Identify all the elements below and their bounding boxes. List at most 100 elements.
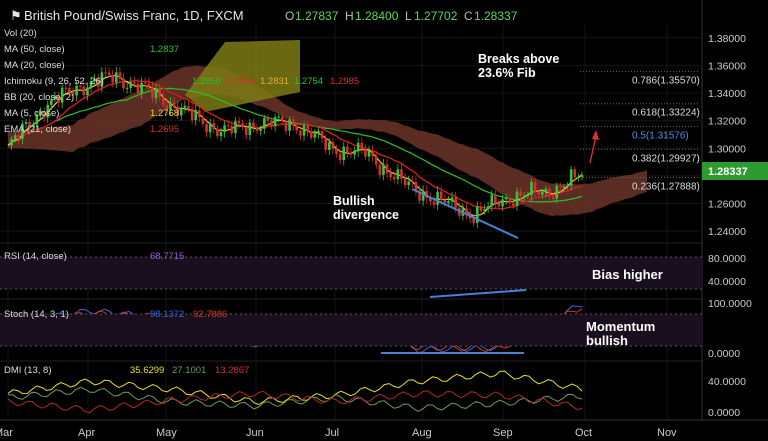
legend-ma5-value: 1.2768	[150, 108, 179, 119]
candle-body	[331, 142, 335, 150]
ichimoku-value-5: 1.2985	[330, 76, 359, 87]
candle-body	[96, 78, 100, 87]
breakout-arrow	[589, 135, 597, 164]
dmi-title[interactable]: DMI (13, 8)	[4, 365, 52, 376]
candle-body	[183, 105, 187, 108]
stoch-tick-0: 0.0000	[708, 348, 740, 360]
candle-body	[179, 107, 183, 116]
candle-body	[436, 191, 439, 205]
candle-body	[577, 176, 580, 178]
candle-body	[226, 125, 230, 127]
candle-body	[309, 131, 313, 138]
legend-vol[interactable]: Vol (20)	[4, 28, 37, 39]
candle-body	[281, 116, 284, 121]
candle-body	[432, 201, 436, 205]
legend-ema[interactable]: EMA (21, close)	[4, 124, 71, 135]
candle-body	[71, 92, 75, 96]
candle-body	[425, 190, 429, 198]
candle-body	[263, 117, 266, 129]
candle-body	[205, 124, 208, 133]
legend-ma5[interactable]: MA (5, close)	[4, 108, 59, 119]
candle-body	[190, 108, 194, 121]
candle-body	[367, 150, 371, 157]
rsi-title[interactable]: RSI (14, close)	[4, 251, 67, 262]
candle-body	[483, 209, 486, 211]
candle-body	[86, 87, 89, 96]
candle-body	[21, 123, 24, 139]
candle-body	[82, 86, 86, 96]
ohlc-high: 1.28400	[355, 9, 399, 23]
price-tick-label: 1.38000	[708, 33, 746, 45]
ichimoku-value-3: 1.2831	[260, 76, 289, 87]
candle-body	[208, 123, 212, 133]
dmi-tick-0: 0.0000	[708, 407, 740, 419]
candle-body	[530, 182, 533, 196]
ohlc-open-label: O	[285, 9, 294, 23]
candle-body	[501, 199, 504, 207]
ichimoku-cloud	[8, 40, 647, 216]
candle-body	[302, 125, 306, 136]
rsi-tick-40: 40.0000	[708, 276, 746, 288]
candle-body	[320, 130, 324, 139]
candle-body	[385, 164, 389, 174]
price-tick-label: 1.30000	[708, 143, 746, 155]
candle-body	[53, 95, 57, 100]
arrow-head-icon	[592, 130, 599, 140]
candle-body	[429, 197, 432, 202]
candle-body	[559, 185, 562, 187]
candle-body	[78, 85, 82, 87]
symbol-title[interactable]: British Pound/Swiss Franc, 1D, FXCM	[24, 8, 244, 23]
rsi-tick-80: 80.0000	[708, 253, 746, 265]
candle-body	[346, 146, 349, 153]
ohlc-open: 1.27837	[295, 9, 339, 23]
candle-body	[234, 121, 237, 134]
cloud-area	[8, 65, 647, 216]
minus-di-line	[7, 390, 583, 414]
fib-break-annotation-2: 23.6% Fib	[478, 66, 536, 80]
month-tick-label: May	[156, 427, 177, 439]
candle-body	[544, 188, 548, 192]
candle-body	[349, 152, 353, 155]
legend-ma50[interactable]: MA (50, close)	[4, 44, 65, 55]
candle-body	[573, 169, 577, 178]
candle-body	[317, 130, 320, 134]
candle-body	[31, 124, 35, 127]
legend-ma20[interactable]: MA (20, close)	[4, 60, 65, 71]
candle-body	[378, 164, 382, 175]
candle-body	[374, 156, 378, 165]
candle-body	[212, 123, 216, 130]
candle-body	[64, 87, 68, 89]
last-price-label: 1.28337	[708, 166, 748, 178]
candle-body	[519, 191, 522, 196]
candle-body	[57, 95, 60, 103]
legend-bb[interactable]: BB (20, close, 2)	[4, 92, 74, 103]
divergence-trendline	[411, 188, 519, 239]
candle-body	[10, 139, 13, 146]
candle-body	[270, 120, 273, 127]
ichimoku-value-1: 1.2850	[192, 76, 221, 87]
month-tick-label: Jul	[325, 427, 339, 439]
month-tick-label: Jun	[246, 427, 264, 439]
candle-body	[28, 122, 31, 127]
stoch-title[interactable]: Stoch (14, 3, 1)	[4, 309, 69, 320]
candle-body	[360, 142, 364, 150]
candle-body	[313, 133, 317, 138]
candle-body	[551, 196, 555, 199]
candle-body	[17, 135, 21, 139]
candle-body	[508, 198, 512, 203]
fib-label: 0.382(1.29927)	[632, 153, 700, 164]
legend-ichimoku[interactable]: Ichimoku (9, 26, 52, 26)	[4, 76, 104, 87]
ma20-line	[7, 79, 583, 210]
candle-body	[472, 218, 475, 223]
time-axis: Mar Apr May Jun Jul Aug Sep Oct Nov	[0, 427, 677, 439]
candle-body	[299, 130, 302, 136]
candle-body	[414, 182, 418, 192]
candle-body	[241, 123, 244, 127]
stoch-annotation-1: Momentum	[586, 319, 655, 334]
candle-body	[454, 197, 457, 208]
candle-body	[371, 150, 374, 157]
month-tick-label: Aug	[412, 427, 432, 439]
candle-body	[140, 82, 143, 94]
rsi-value: 68.7715	[150, 251, 184, 262]
